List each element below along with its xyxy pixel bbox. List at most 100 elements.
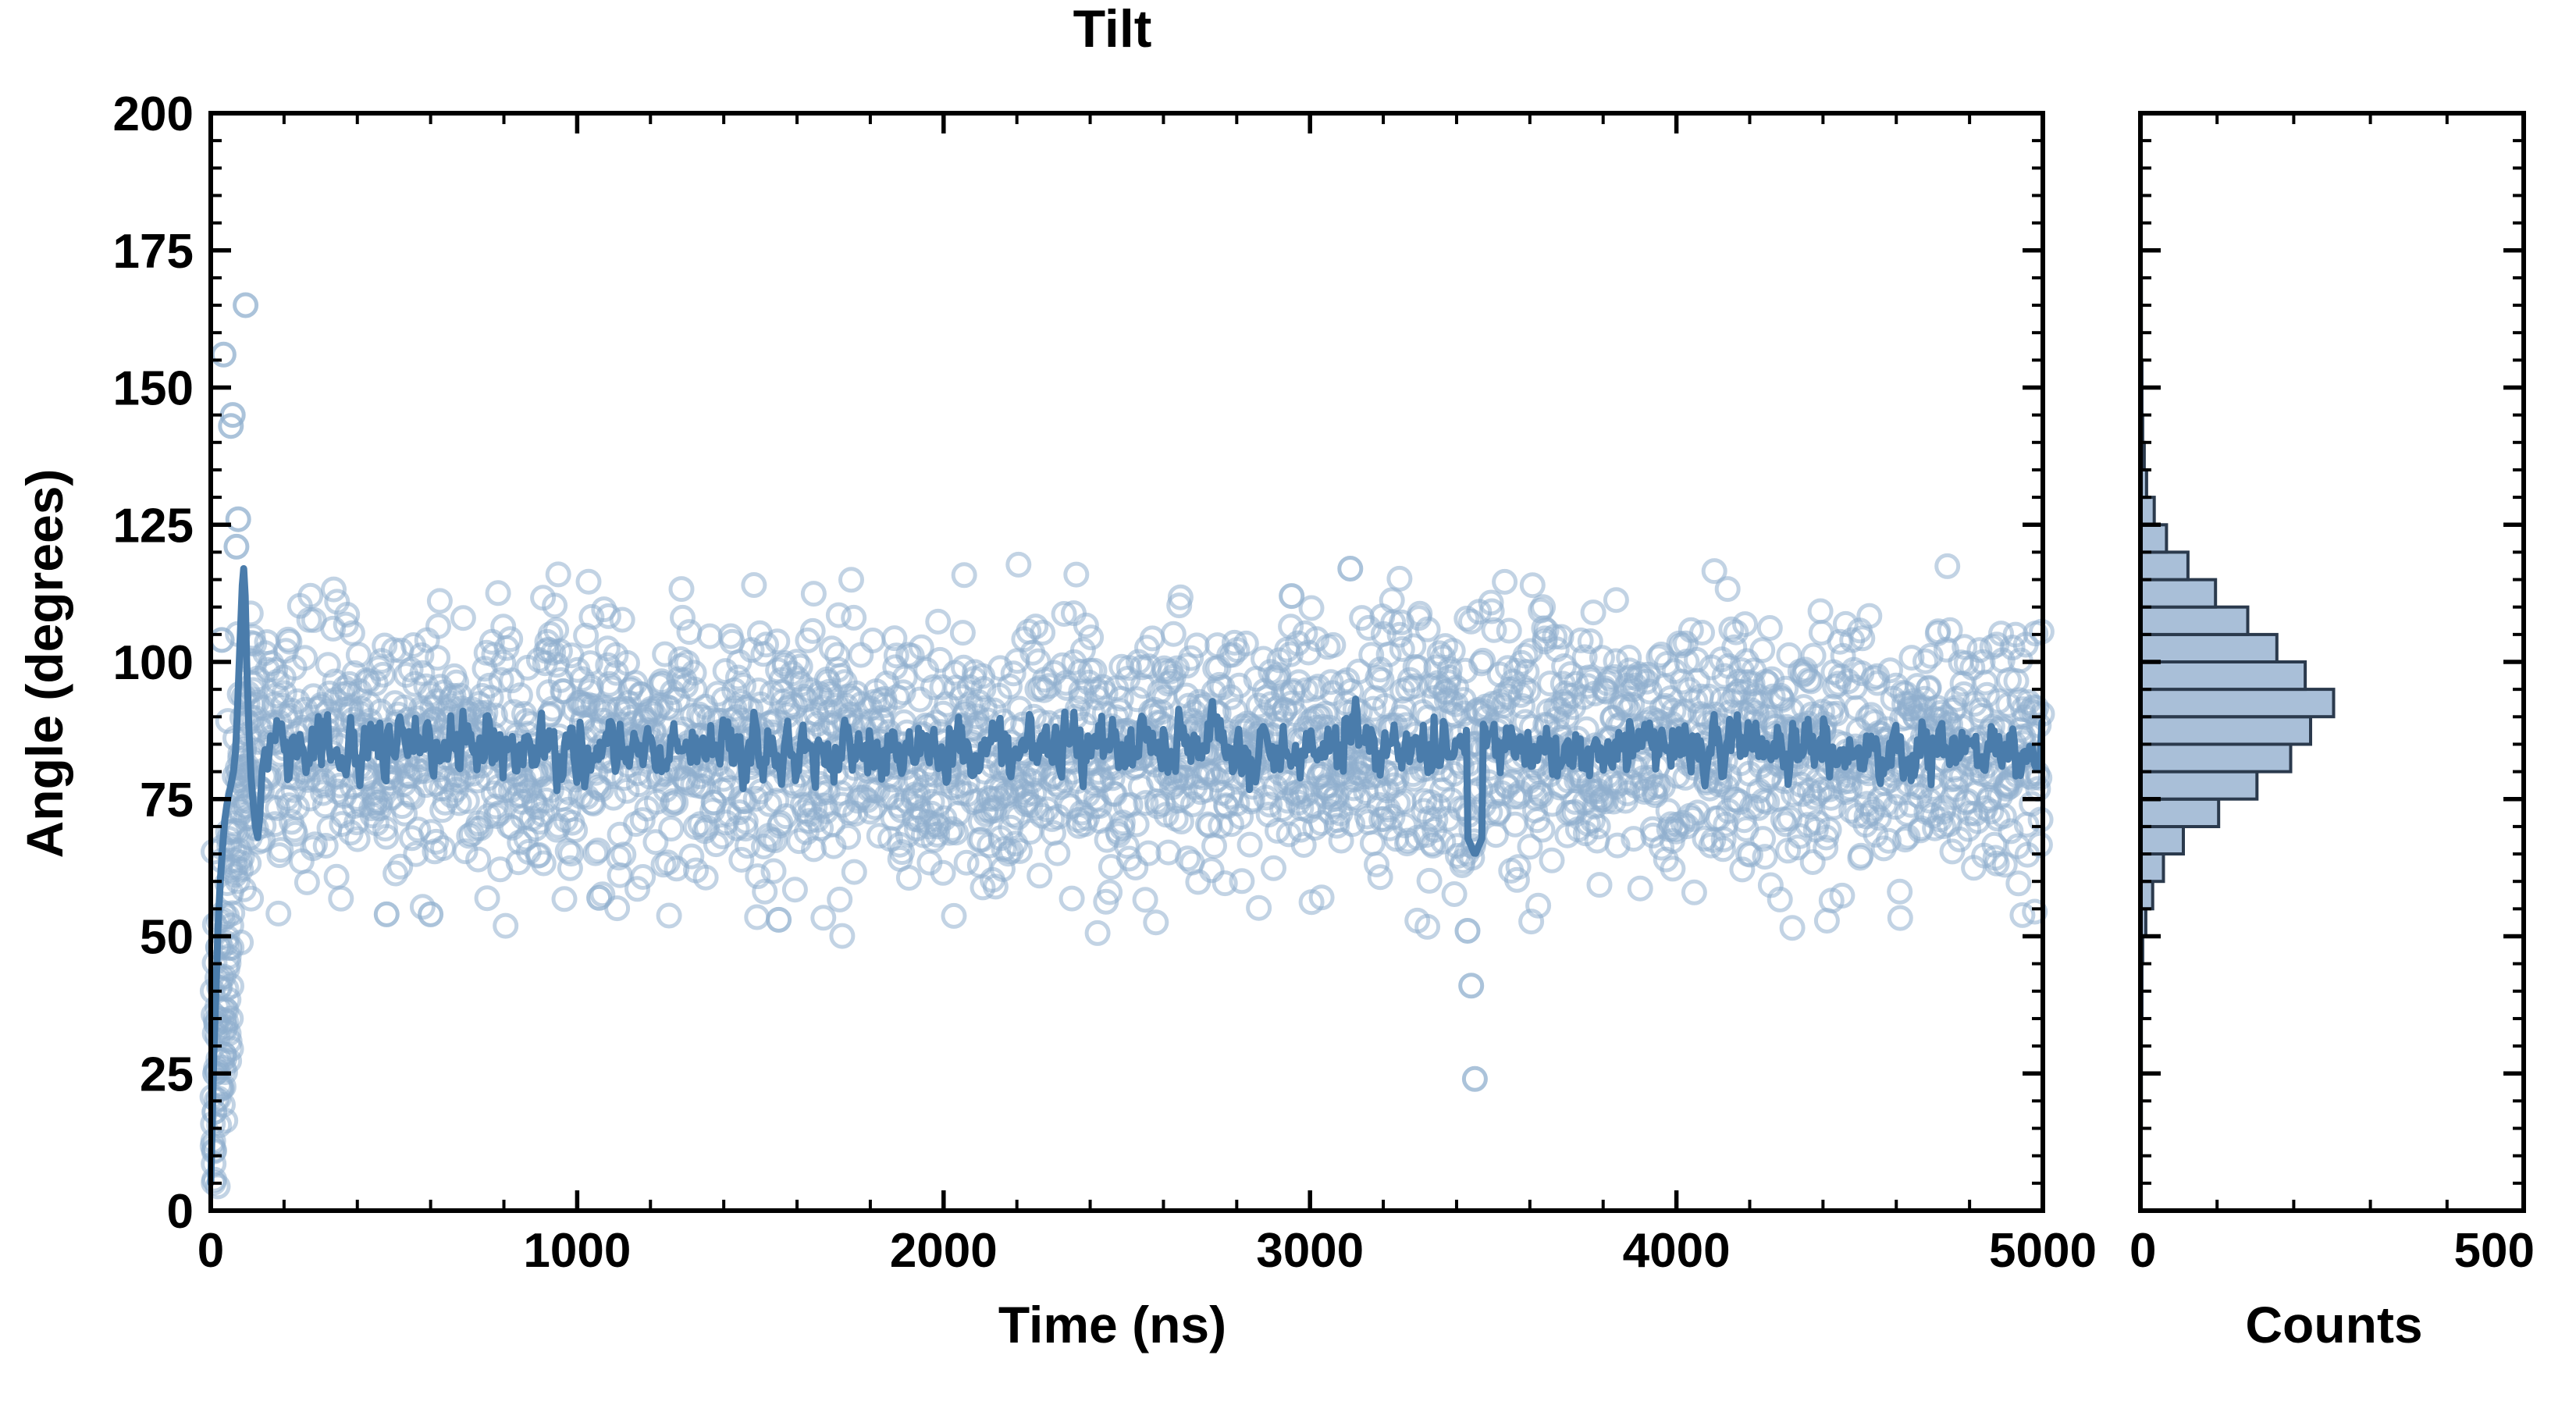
scatter-point <box>1603 587 1629 614</box>
scatter-point <box>1529 816 1556 843</box>
scatter-point <box>1539 847 1565 873</box>
scatter-point <box>1236 831 1263 858</box>
scatter-point <box>600 784 627 811</box>
scatter-point <box>889 839 916 866</box>
main-axes-ticks <box>208 111 2045 1213</box>
scatter-point <box>1340 811 1366 838</box>
scatter-point <box>1439 638 1466 664</box>
scatter-point <box>1674 649 1700 674</box>
scatter-point <box>668 576 695 603</box>
scatter-point <box>1752 844 1778 870</box>
scatter-point <box>1320 631 1347 658</box>
scatter-point <box>1305 674 1332 700</box>
scatter-point <box>799 617 826 644</box>
scatter-point <box>652 641 678 667</box>
scatter-point <box>1505 854 1532 880</box>
scatter-point <box>1414 616 1441 642</box>
running-average-path <box>207 565 2046 1187</box>
scatter-point <box>589 881 616 908</box>
scatter-point <box>1021 781 1048 806</box>
scatter-point <box>1525 892 1552 919</box>
scatter-point <box>2009 902 2036 928</box>
scatter-point <box>1586 872 1613 898</box>
scatter-point-outlier <box>1454 918 1481 944</box>
scatter-point <box>1361 695 1386 722</box>
scatter-point <box>1059 885 1085 912</box>
scatter-point <box>1123 854 1149 880</box>
scatter-point <box>1604 832 1631 859</box>
scatter-point <box>943 820 970 846</box>
scatter-point <box>835 823 862 850</box>
scatter-point <box>728 847 755 873</box>
y-tick-label: 175 <box>113 225 194 279</box>
scatter-point <box>1898 645 1925 671</box>
scatter-point <box>1478 589 1504 616</box>
scatter-point <box>810 905 837 931</box>
y-tick-label: 75 <box>140 774 194 827</box>
scatter-point <box>741 572 767 598</box>
scatter-point <box>656 695 683 721</box>
scatter-point <box>1175 845 1201 872</box>
scatter-point <box>1710 826 1737 852</box>
scatter-point <box>265 900 292 927</box>
scatter-point <box>829 923 856 949</box>
scatter-point <box>1917 642 1944 669</box>
scatter-point <box>488 667 514 693</box>
scatter-point <box>1887 905 1913 931</box>
scatter-point <box>642 829 669 855</box>
scatter-point-outlier <box>1337 556 1364 582</box>
scatter-point <box>1856 603 1883 629</box>
scatter-point <box>970 676 997 702</box>
histogram-axes-ticks <box>2138 111 2526 1213</box>
scatter-point <box>925 608 952 635</box>
scatter-point <box>1367 864 1393 891</box>
scatter-point <box>1481 617 1507 643</box>
scatter-point <box>658 816 685 842</box>
histogram-bar <box>2139 578 2218 609</box>
scatter-point <box>1078 624 1105 651</box>
scatter-point <box>1000 660 1026 687</box>
scatter-point <box>205 1086 232 1112</box>
scatter-point <box>1750 826 1776 852</box>
scatter-point <box>1710 836 1736 863</box>
scatter-point <box>1160 621 1187 647</box>
histogram-bar <box>2139 824 2185 856</box>
plot-title: Tilt <box>1073 0 1152 59</box>
scatter-point <box>800 581 827 607</box>
x-tick-label: 1000 <box>523 1224 631 1278</box>
scatter-point <box>883 642 909 669</box>
scatter-point <box>558 841 585 867</box>
scatter-point <box>764 628 791 655</box>
x-tick-label: 4000 <box>1623 1224 1731 1278</box>
scatter-point <box>629 807 656 834</box>
scatter-point <box>866 823 892 849</box>
scatter-point <box>1257 791 1283 818</box>
scatter-point <box>762 827 788 854</box>
scatter-point <box>1132 887 1158 913</box>
scatter-point <box>1051 601 1077 627</box>
scatter-point <box>497 626 524 653</box>
scatter-point <box>753 631 779 658</box>
scatter-point <box>953 849 980 876</box>
scatter-point <box>226 849 253 876</box>
scatter-point <box>493 912 519 939</box>
scatter-point <box>222 862 248 888</box>
histogram-x-axis-title: Counts <box>2245 1296 2422 1353</box>
scatter-point <box>997 673 1023 699</box>
scatter-point <box>1678 617 1704 643</box>
scatter-point <box>405 816 432 843</box>
scatter-point <box>403 841 429 867</box>
scatter-point <box>1849 625 1876 652</box>
scatter-point-outlier <box>766 906 792 933</box>
scatter-point <box>1143 909 1169 936</box>
scatter-point <box>745 863 771 890</box>
scatter-point <box>927 646 953 673</box>
scatter-point <box>1007 838 1033 864</box>
scatter-point <box>1308 884 1335 911</box>
scatter-point <box>268 837 294 863</box>
scatter-point <box>644 696 671 723</box>
y-tick-label: 100 <box>113 636 194 690</box>
scatter-point <box>1668 702 1695 728</box>
y-tick-label: 125 <box>113 499 194 553</box>
